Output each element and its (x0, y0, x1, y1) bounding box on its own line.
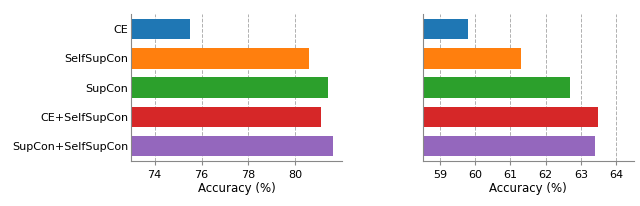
Bar (422, 48, 521, 69)
Bar (131, 107, 321, 127)
Bar (131, 48, 310, 69)
Bar (422, 19, 468, 39)
Bar (422, 77, 570, 98)
Bar (422, 136, 595, 156)
Bar (422, 107, 598, 127)
X-axis label: Accuracy (%): Accuracy (%) (198, 183, 276, 195)
X-axis label: Accuracy (%): Accuracy (%) (489, 183, 567, 195)
Bar (131, 77, 328, 98)
Bar (131, 19, 190, 39)
Bar (131, 136, 333, 156)
